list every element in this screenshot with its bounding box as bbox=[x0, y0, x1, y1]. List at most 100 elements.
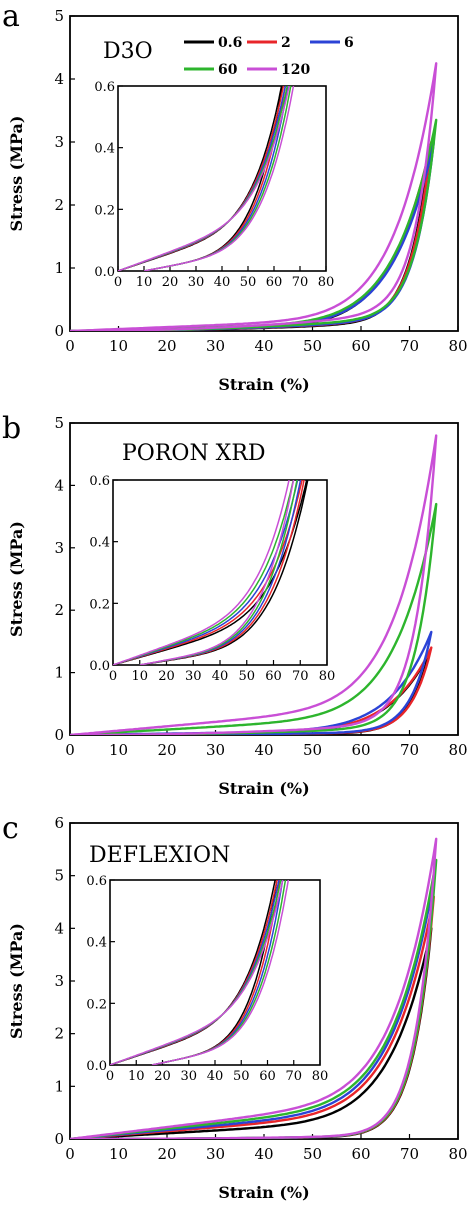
y-axis-title: Stress (MPa) bbox=[7, 923, 26, 1039]
x-tick-label: 20 bbox=[158, 669, 175, 684]
y-tick-label: 0.2 bbox=[94, 203, 115, 218]
y-tick-label: 4 bbox=[54, 70, 64, 88]
x-tick-label: 40 bbox=[212, 669, 229, 684]
panel-c: c 0 10 20 30 40 50 60 70 80 0 1 2 3 4 5 6 Strain (%) Stres… bbox=[2, 811, 468, 1202]
series-line-120 bbox=[70, 62, 438, 331]
y-tick-label: 3 bbox=[54, 133, 64, 151]
x-tick-label: 60 bbox=[351, 1145, 370, 1163]
y-tick-label: 0 bbox=[54, 1130, 64, 1148]
x-tick-label: 30 bbox=[206, 337, 225, 355]
x-tick-label: 20 bbox=[154, 1069, 171, 1084]
x-tick-label: 10 bbox=[131, 669, 148, 684]
y-tick-label: 5 bbox=[54, 7, 64, 25]
y-tick-label: 4 bbox=[54, 476, 64, 494]
x-tick-label: 80 bbox=[312, 1069, 329, 1084]
y-tick-label: 1 bbox=[54, 1077, 64, 1095]
x-tick-label: 50 bbox=[238, 669, 255, 684]
y-tick-label: 0 bbox=[54, 322, 64, 340]
x-tick-label: 30 bbox=[188, 275, 205, 290]
legend-label: 0.6 bbox=[218, 35, 242, 51]
y-axis-title: Stress (MPa) bbox=[7, 116, 26, 232]
inset-series-group bbox=[118, 86, 295, 271]
y-tick-label: 1 bbox=[54, 259, 64, 277]
y-tick-label: 6 bbox=[54, 814, 64, 832]
y-tick-label: 0.4 bbox=[86, 936, 107, 951]
x-tick-label: 40 bbox=[207, 1069, 224, 1084]
x-tick-label: 0 bbox=[114, 275, 122, 290]
y-tick-label: 4 bbox=[54, 919, 64, 937]
x-tick-label: 40 bbox=[254, 337, 273, 355]
series-line-0.6 bbox=[70, 652, 431, 735]
x-tick-label: 80 bbox=[448, 741, 467, 759]
x-tick-label: 10 bbox=[109, 337, 128, 355]
x-tick-label: 20 bbox=[157, 1145, 176, 1163]
y-tick-label: 0.2 bbox=[86, 997, 107, 1012]
y-tick-label: 1 bbox=[54, 664, 64, 682]
x-tick-label: 60 bbox=[266, 275, 283, 290]
inset: 0 10 20 30 40 50 60 70 80 0.0 0.2 0.4 0.6 bbox=[86, 874, 329, 1084]
x-tick-label: 20 bbox=[157, 741, 176, 759]
y-tick-label: 0.6 bbox=[86, 874, 107, 889]
y-tick-label: 0.6 bbox=[94, 80, 115, 95]
x-tick-label: 70 bbox=[400, 337, 419, 355]
y-tick-label: 5 bbox=[54, 867, 64, 885]
x-axis-title: Strain (%) bbox=[218, 1183, 309, 1202]
legend-label: 120 bbox=[281, 62, 310, 78]
inset: 0 10 20 30 40 50 60 70 80 0.0 0.2 0.4 0.6 bbox=[89, 474, 336, 684]
x-tick-label: 30 bbox=[180, 1069, 197, 1084]
y-tick-label: 0.0 bbox=[89, 659, 110, 674]
x-tick-label: 70 bbox=[400, 1145, 419, 1163]
y-tick-label: 0.4 bbox=[94, 142, 115, 157]
y-tick-label: 3 bbox=[54, 539, 64, 557]
x-tick-label: 60 bbox=[351, 337, 370, 355]
y-tick-label: 3 bbox=[54, 972, 64, 990]
y-tick-label: 0.2 bbox=[89, 597, 110, 612]
inset-series-line-120 bbox=[113, 480, 295, 665]
x-tick-label: 50 bbox=[303, 741, 322, 759]
sample-name: D3O bbox=[103, 39, 153, 64]
x-tick-label: 80 bbox=[448, 337, 467, 355]
x-tick-label: 60 bbox=[265, 669, 282, 684]
x-tick-label: 80 bbox=[318, 275, 335, 290]
series-line-120 bbox=[70, 434, 438, 735]
y-tick-label: 0.4 bbox=[89, 536, 110, 551]
inset-series-line-120 bbox=[118, 86, 295, 271]
inset-series-group bbox=[110, 880, 290, 1065]
panel-letter: c bbox=[2, 811, 19, 846]
x-tick-label: 0 bbox=[65, 1145, 75, 1163]
y-tick-label: 0.6 bbox=[89, 474, 110, 489]
legend-label: 60 bbox=[218, 62, 238, 78]
x-tick-label: 50 bbox=[303, 1145, 322, 1163]
x-tick-label: 60 bbox=[351, 741, 370, 759]
x-tick-label: 40 bbox=[214, 275, 231, 290]
inset-background bbox=[110, 880, 320, 1065]
x-tick-label: 40 bbox=[254, 741, 273, 759]
legend-label: 2 bbox=[281, 35, 291, 51]
x-tick-label: 10 bbox=[109, 1145, 128, 1163]
sample-name: PORON XRD bbox=[122, 441, 266, 466]
x-tick-label: 30 bbox=[185, 669, 202, 684]
x-tick-label: 10 bbox=[109, 741, 128, 759]
y-tick-label: 5 bbox=[54, 414, 64, 432]
x-tick-label: 0 bbox=[109, 669, 117, 684]
y-tick-label: 2 bbox=[54, 1025, 64, 1043]
x-tick-label: 80 bbox=[319, 669, 336, 684]
x-tick-label: 30 bbox=[206, 1145, 225, 1163]
x-tick-label: 50 bbox=[303, 337, 322, 355]
x-tick-label: 0 bbox=[106, 1069, 114, 1084]
inset-background bbox=[118, 86, 326, 271]
x-axis-title: Strain (%) bbox=[218, 779, 309, 798]
x-tick-label: 70 bbox=[400, 741, 419, 759]
panel-letter: b bbox=[2, 411, 21, 446]
x-tick-label: 10 bbox=[136, 275, 153, 290]
x-tick-label: 30 bbox=[206, 741, 225, 759]
legend-label: 6 bbox=[344, 35, 354, 51]
inset-series-group bbox=[113, 480, 309, 665]
series-group bbox=[70, 837, 438, 1139]
series-group bbox=[70, 434, 438, 735]
y-tick-label: 0.0 bbox=[94, 265, 115, 280]
y-axis-title: Stress (MPa) bbox=[7, 521, 26, 637]
y-tick-label: 2 bbox=[54, 601, 64, 619]
